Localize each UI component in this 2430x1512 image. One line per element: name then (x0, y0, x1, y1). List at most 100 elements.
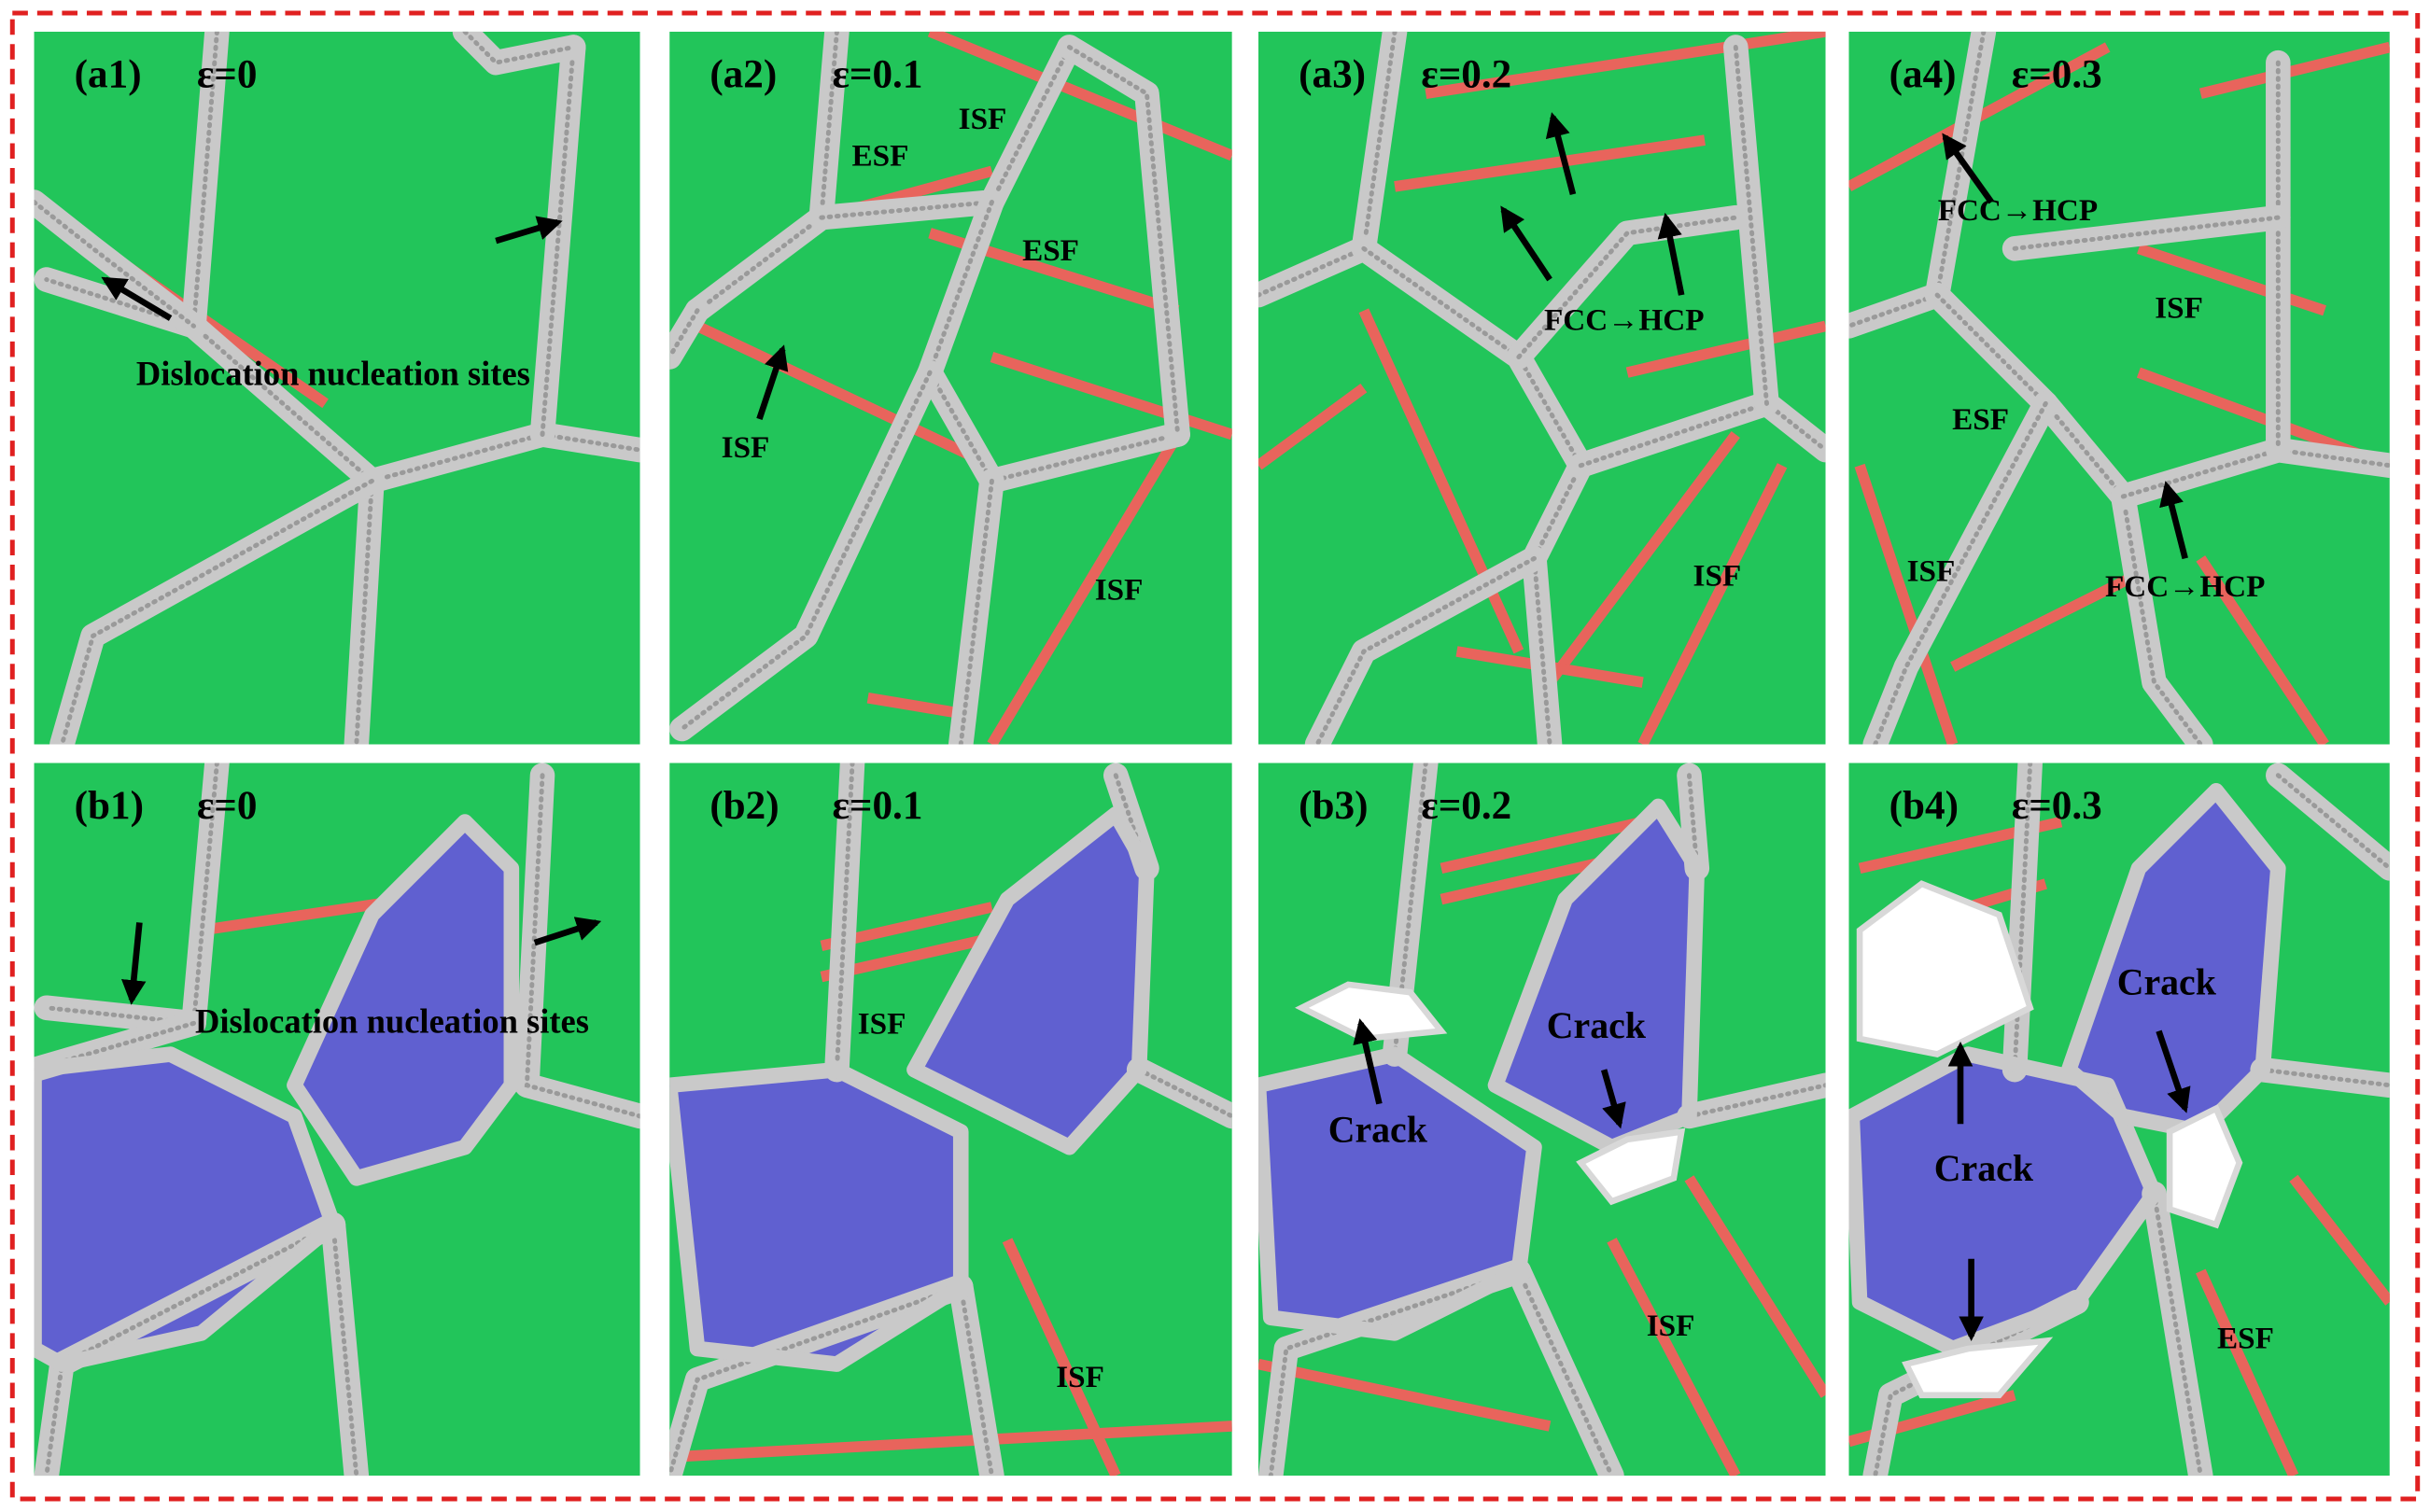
grain-boundary-atoms (330, 1222, 359, 1477)
strain-label: ε=0 (197, 53, 258, 97)
stacking-fault (987, 431, 1183, 745)
grain-boundary-atoms (927, 200, 1181, 484)
annotation: ESF (851, 139, 908, 174)
grain-boundary-atoms (1686, 1083, 1826, 1119)
annotation: FCC→HCP (2105, 569, 2265, 604)
strain-label: ε=0.3 (2012, 53, 2102, 97)
stacking-fault (866, 693, 962, 720)
grain-boundary-atoms (540, 45, 576, 438)
stacking-fault (1637, 463, 1788, 745)
arrow (533, 917, 602, 946)
annotation: ISF (858, 1006, 906, 1041)
crack (1856, 880, 2034, 1058)
grain-boundary-atoms (524, 773, 640, 1119)
stacking-fault (669, 1421, 1232, 1463)
grain-boundary-atoms (958, 1284, 994, 1477)
annotation: ISF (959, 102, 1007, 136)
annotation: ISF (1056, 1360, 1104, 1394)
annotation: Dislocation nucleation sites (195, 1001, 589, 1040)
arrow (2159, 481, 2188, 560)
panel-label: (b3) (1299, 784, 1368, 828)
grain-boundary-atoms (59, 478, 374, 745)
bcc-grain (34, 1054, 333, 1365)
stacking-fault (1854, 463, 1959, 745)
panel-label: (a4) (1889, 53, 1957, 97)
grain-boundary-atoms (2152, 1191, 2203, 1477)
bcc-outline (287, 814, 520, 1186)
grain-boundary (1257, 1258, 1532, 1477)
annotation: ESF (1952, 402, 2009, 437)
bcc-outline (906, 805, 1155, 1155)
arrow (1657, 212, 1685, 296)
panel-label: (b4) (1889, 784, 1959, 828)
grain-boundary-atoms (1113, 773, 1149, 871)
grain-boundary-atoms (2275, 773, 2390, 871)
annotation: Crack (1328, 1108, 1428, 1150)
arrow (1942, 133, 1994, 204)
stacking-fault (1545, 431, 1740, 686)
arrow (1353, 1018, 1383, 1105)
annotation: Dislocation nucleation sites (136, 354, 530, 392)
grain-boundary-atoms (1516, 215, 1738, 360)
strain-label: ε=0.3 (2012, 784, 2102, 828)
grain-boundary-atoms (1733, 45, 1769, 406)
panel: (b1) ε=0 Dislocation nucleation sites (34, 763, 640, 1477)
grain-boundary-atoms (958, 478, 994, 745)
stacking-fault (1625, 320, 1826, 378)
grain-boundary-atoms (1066, 45, 1181, 438)
stacking-fault (1684, 1175, 1826, 1398)
arrow (121, 922, 147, 1005)
crack (2166, 1104, 2243, 1229)
arrow (1600, 1069, 1626, 1129)
grain-boundary-atoms (1873, 400, 2048, 745)
stacking-fault (1257, 1358, 1552, 1432)
frame (9, 10, 2421, 1502)
grain-boundary-atoms (1516, 1268, 1614, 1477)
stacking-fault (1257, 384, 1368, 470)
annotation: Crack (1934, 1147, 2034, 1189)
annotation: ESF (2217, 1321, 2274, 1355)
bcc-grain (1257, 1054, 1535, 1334)
annotation: Crack (2117, 961, 2217, 1003)
bcc-grain (2069, 791, 2279, 1132)
stacking-fault (1440, 816, 1644, 875)
strain-label: ε=0.2 (1421, 53, 1511, 97)
bcc-outline (669, 1061, 969, 1372)
annotation: ISF (722, 430, 770, 465)
arrow (1500, 205, 1552, 282)
grain-boundary-atoms (2260, 1067, 2390, 1088)
panel: (a2) ε=0.1 ESF ISF ESF ISF ISF (669, 31, 1232, 745)
strain-label: ε=0.1 (832, 53, 922, 97)
crack (1576, 1127, 1686, 1206)
bcc-grain (1851, 1054, 2155, 1349)
grain-boundary-atoms (2120, 494, 2203, 745)
arrow (495, 216, 563, 245)
stacking-fault (927, 31, 1232, 161)
annotation: ISF (1647, 1309, 1695, 1343)
panel-label: (a2) (709, 53, 777, 97)
grain-boundary-atoms (1136, 1067, 1232, 1119)
stacking-fault (695, 321, 994, 470)
stacking-fault (2198, 41, 2390, 99)
stacking-fault (2137, 243, 2326, 316)
arrow (1545, 112, 1577, 196)
panel: (a3) ε=0.2 FCC→HCP ISF (1257, 31, 1826, 745)
stacking-fault (1950, 568, 2142, 672)
stacking-fault (2196, 1268, 2299, 1477)
grain-boundary-atoms (462, 31, 576, 65)
stacking-fault (2196, 555, 2329, 745)
crack (1902, 1337, 2054, 1399)
panel: (b2) ε=0.1 ISF ISF (669, 763, 1232, 1477)
panel: (a1) ε=0 Dislocation nucleation sites (34, 31, 640, 745)
strain-label: ε=0 (197, 784, 258, 828)
bcc-outline (34, 1046, 342, 1372)
annotation: FCC→HCP (1544, 303, 1704, 338)
panel: (a4) ε=0.3 FCC→HCP ISF ESF ISF FCC→HCP (1848, 31, 2390, 745)
bcc-outline (1848, 1046, 2162, 1357)
annotation: ISF (1095, 572, 1144, 607)
stacking-fault (1394, 134, 1706, 192)
panel: (b3) ε=0.2 Crack Crack ISF (1257, 763, 1826, 1477)
annotation: Crack (1547, 1004, 1647, 1046)
strain-label: ε=0.2 (1421, 784, 1511, 828)
